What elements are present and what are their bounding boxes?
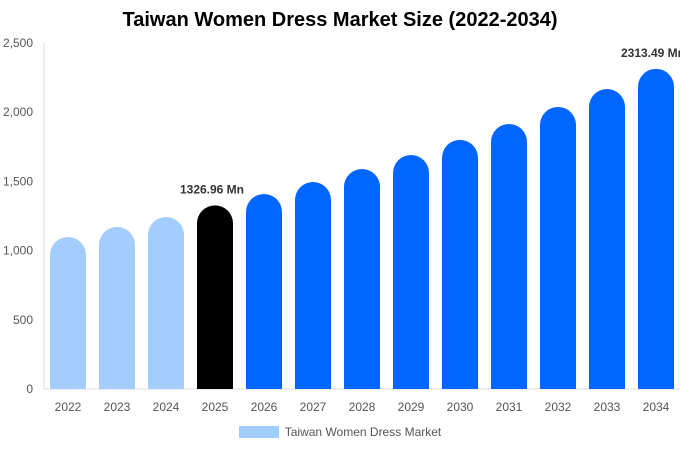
- x-tick-label: 2030: [447, 400, 474, 414]
- legend: Taiwan Women Dress Market: [0, 425, 680, 439]
- x-tick-label: 2024: [153, 400, 180, 414]
- y-tick-label: 2,000: [3, 105, 33, 119]
- bar: [99, 226, 135, 389]
- data-label: 1326.96 Mn: [180, 182, 244, 196]
- legend-label: Taiwan Women Dress Market: [284, 425, 442, 439]
- bar: [148, 216, 184, 389]
- x-tick-label: 2023: [104, 400, 131, 414]
- bar: [491, 123, 527, 390]
- bar: [50, 237, 86, 389]
- bar: [344, 168, 380, 389]
- bar: [197, 205, 233, 389]
- y-tick-label: 1,000: [3, 244, 33, 258]
- x-tick-label: 2027: [300, 400, 327, 414]
- bar: [246, 193, 282, 389]
- y-tick-label: 500: [13, 313, 33, 327]
- bar: [393, 154, 429, 389]
- x-tick-label: 2034: [643, 400, 670, 414]
- bar: [540, 106, 576, 390]
- x-tick-label: 2029: [398, 400, 425, 414]
- legend-swatch: [238, 426, 279, 438]
- y-tick-label: 0: [26, 382, 33, 396]
- bar: [295, 181, 331, 389]
- bar: [589, 88, 625, 390]
- x-tick-label: 2031: [496, 400, 523, 414]
- x-tick-label: 2028: [349, 400, 376, 414]
- x-tick-label: 2033: [594, 400, 621, 414]
- x-tick-label: 2025: [202, 400, 229, 414]
- y-tick-label: 2,500: [3, 36, 33, 50]
- bar: [442, 139, 478, 389]
- data-label: 2313.49 Mn: [621, 46, 680, 60]
- x-tick-label: 2022: [55, 400, 82, 414]
- bar: [638, 68, 674, 389]
- y-tick-label: 1,500: [3, 174, 33, 188]
- chart-title: Taiwan Women Dress Market Size (2022-203…: [122, 9, 558, 31]
- x-tick-label: 2026: [251, 400, 278, 414]
- x-tick-label: 2032: [545, 400, 572, 414]
